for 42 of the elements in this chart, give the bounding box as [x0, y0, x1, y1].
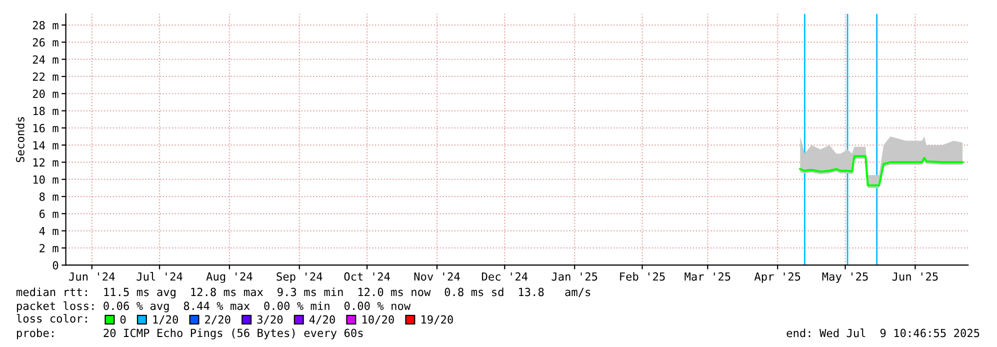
x-tick-label: Mar '25: [684, 272, 730, 281]
x-tick-label: May '25: [822, 272, 868, 283]
y-tick-label: 4 m: [39, 226, 58, 236]
x-tick-label: Jul '24: [136, 272, 182, 281]
y-tick-label: 6 m: [40, 210, 58, 218]
x-tick-label: Aug '24: [206, 272, 252, 283]
x-tick-label: Jun '24: [69, 272, 115, 281]
y-tick-label: 20 m: [32, 90, 58, 98]
legend-label: 0: [120, 315, 126, 324]
legend-title: loss color:: [16, 314, 87, 323]
x-tick-label: Jan '25: [552, 272, 598, 281]
y-tick-label: 28 m: [32, 21, 58, 30]
text: median rtt: 11.5 ms avg 12.8 ms max 9.3 ms min 12.0 ms now 0.8 ms sd 13.8 am/s: [16, 288, 590, 298]
line-series: [799, 155, 964, 186]
text: end: Wed Jul 9 10:46:55 2025: [786, 328, 980, 338]
legend-label: 3/20: [257, 315, 283, 325]
legend-label: 2/20: [205, 315, 230, 325]
y-axis-title: Seconds: [16, 117, 24, 162]
x-tick-label: Apr '25: [754, 272, 800, 283]
text: probe: 20 ICMP Echo Pings (56 Bytes) every 60s: [16, 328, 363, 340]
y-tick-label: 14 m: [33, 141, 58, 150]
legend-label: 19/20: [422, 315, 453, 325]
y-tick-label: 22 m: [32, 72, 58, 81]
y-tick-label: 16 m: [33, 124, 58, 132]
legend-label: 4/20: [309, 315, 335, 325]
y-tick-label: 18 m: [33, 106, 58, 116]
y-tick-label: 10 m: [33, 175, 58, 184]
text: packet loss: 0.06 % avg 8.44 % max 0.00 % min 0.00 % now: [16, 301, 411, 312]
legend-label: 10/20: [362, 315, 394, 325]
y-tick-label: 8 m: [40, 192, 58, 201]
y-tick-label: 24 m: [32, 55, 58, 64]
y-tick-label: 26 m: [32, 38, 58, 47]
y-tick-label: 2 m: [40, 244, 58, 252]
x-tick-label: Feb '25: [620, 272, 665, 281]
x-tick-label: Dec '24: [482, 272, 528, 281]
y-tick-label: 12 m: [33, 158, 58, 166]
y-tick-label: 0: [52, 261, 58, 270]
x-tick-label: Nov '24: [414, 272, 460, 281]
x-tick-label: Jun '25: [892, 272, 938, 281]
legend-label: 1/20: [153, 315, 178, 325]
x-tick-label: Sep '24: [276, 272, 322, 283]
x-tick-label: Oct '24: [344, 272, 390, 281]
